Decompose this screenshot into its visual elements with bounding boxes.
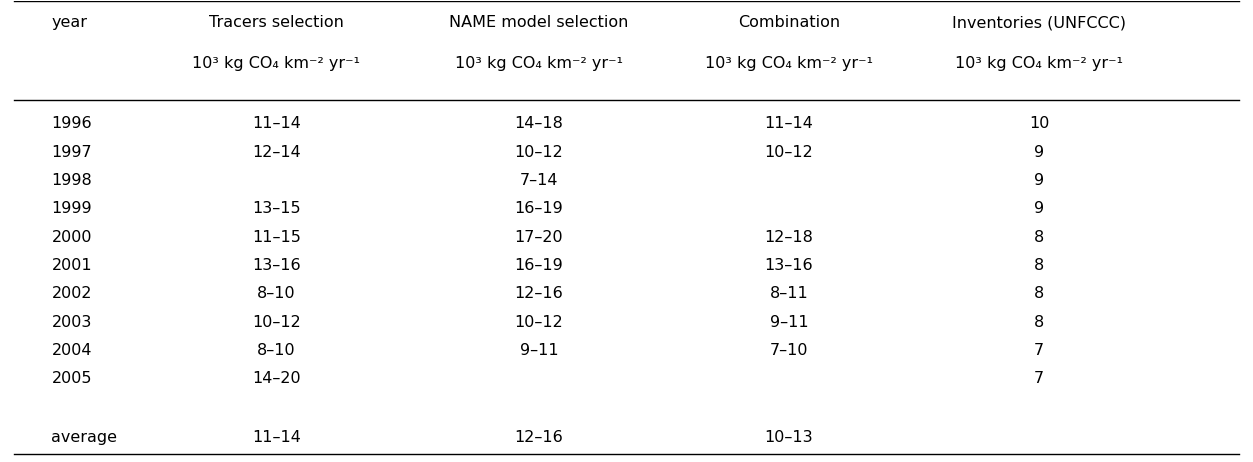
Text: 7–10: 7–10 [769, 343, 808, 358]
Text: 1997: 1997 [51, 145, 91, 159]
Text: 16–19: 16–19 [515, 258, 564, 273]
Text: 10³ kg CO₄ km⁻² yr⁻¹: 10³ kg CO₄ km⁻² yr⁻¹ [193, 56, 361, 72]
Text: Combination: Combination [738, 15, 840, 30]
Text: NAME model selection: NAME model selection [450, 15, 629, 30]
Text: 2004: 2004 [51, 343, 91, 358]
Text: 11–15: 11–15 [252, 230, 301, 245]
Text: 10³ kg CO₄ km⁻² yr⁻¹: 10³ kg CO₄ km⁻² yr⁻¹ [455, 56, 623, 72]
Text: 8: 8 [1034, 230, 1044, 245]
Text: year: year [51, 15, 88, 30]
Text: 11–14: 11–14 [252, 116, 301, 131]
Text: 10–12: 10–12 [515, 315, 564, 330]
Text: 9: 9 [1034, 145, 1044, 159]
Text: 1996: 1996 [51, 116, 91, 131]
Text: 14–18: 14–18 [515, 116, 564, 131]
Text: 9–11: 9–11 [769, 315, 808, 330]
Text: 9: 9 [1034, 173, 1044, 188]
Text: 8: 8 [1034, 315, 1044, 330]
Text: 11–14: 11–14 [764, 116, 813, 131]
Text: 1998: 1998 [51, 173, 93, 188]
Text: 10–12: 10–12 [252, 315, 301, 330]
Text: 13–15: 13–15 [252, 201, 301, 216]
Text: 14–20: 14–20 [252, 371, 301, 386]
Text: 12–16: 12–16 [515, 430, 564, 444]
Text: 7: 7 [1034, 343, 1044, 358]
Text: 8: 8 [1034, 286, 1044, 301]
Text: 13–16: 13–16 [252, 258, 301, 273]
Text: 12–14: 12–14 [252, 145, 301, 159]
Text: Inventories (UNFCCC): Inventories (UNFCCC) [952, 15, 1126, 30]
Text: 2005: 2005 [51, 371, 91, 386]
Text: 8: 8 [1034, 258, 1044, 273]
Text: 16–19: 16–19 [515, 201, 564, 216]
Text: 10–12: 10–12 [764, 145, 813, 159]
Text: 10³ kg CO₄ km⁻² yr⁻¹: 10³ kg CO₄ km⁻² yr⁻¹ [955, 56, 1123, 72]
Text: 9: 9 [1034, 201, 1044, 216]
Text: 10–12: 10–12 [515, 145, 564, 159]
Text: 12–18: 12–18 [764, 230, 813, 245]
Text: 8–10: 8–10 [257, 343, 296, 358]
Text: Tracers selection: Tracers selection [209, 15, 343, 30]
Text: 8–11: 8–11 [769, 286, 808, 301]
Text: 7: 7 [1034, 371, 1044, 386]
Text: 2002: 2002 [51, 286, 91, 301]
Text: 10–13: 10–13 [764, 430, 813, 444]
Text: 9–11: 9–11 [520, 343, 559, 358]
Text: 1999: 1999 [51, 201, 91, 216]
Text: 11–14: 11–14 [252, 430, 301, 444]
Text: 2003: 2003 [51, 315, 91, 330]
Text: 8–10: 8–10 [257, 286, 296, 301]
Text: 10³ kg CO₄ km⁻² yr⁻¹: 10³ kg CO₄ km⁻² yr⁻¹ [705, 56, 873, 72]
Text: 2001: 2001 [51, 258, 91, 273]
Text: 12–16: 12–16 [515, 286, 564, 301]
Text: 10: 10 [1029, 116, 1049, 131]
Text: average: average [51, 430, 118, 444]
Text: 2000: 2000 [51, 230, 91, 245]
Text: 17–20: 17–20 [515, 230, 564, 245]
Text: 13–16: 13–16 [764, 258, 813, 273]
Text: 7–14: 7–14 [520, 173, 559, 188]
